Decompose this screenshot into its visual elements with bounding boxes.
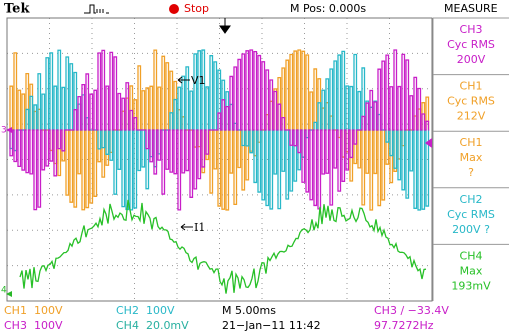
- measure-value: ?: [468, 166, 474, 179]
- frequency: 97.7272Hz: [374, 319, 434, 332]
- measure-type: Max: [460, 151, 483, 164]
- measure-type: Cyc RMS: [447, 38, 495, 51]
- ch3-marker: 3: [1, 126, 7, 136]
- measure-source: CH1: [460, 136, 483, 149]
- measure-source: CH3: [460, 23, 483, 36]
- measure-type: Cyc RMS: [447, 208, 495, 221]
- brand: Tek: [4, 2, 30, 17]
- measure-value: 200V: [457, 53, 486, 66]
- horizontal-position: M Pos: 0.000s: [290, 2, 366, 15]
- current-label: I1: [194, 221, 205, 234]
- oscilloscope-screen: Tek Stop M Pos: 0.000s MEASURE 3 4 V1 I1…: [0, 0, 509, 332]
- measure-value: 193mV: [451, 279, 491, 292]
- timebase: M 5.00ms: [222, 304, 276, 317]
- ch1-scale: CH1 100V: [4, 304, 63, 317]
- measure-source: CH1: [460, 80, 483, 93]
- measure-value: 212V: [457, 110, 486, 123]
- trigger-setting: CH3 ∕ −33.4V: [374, 304, 449, 317]
- voltage-label: V1: [191, 74, 206, 87]
- run-state: Stop: [184, 2, 209, 15]
- measure-value: 200V ?: [452, 223, 490, 236]
- stop-indicator: [169, 4, 179, 14]
- ch3-scale: CH3 100V: [4, 319, 63, 332]
- menu-title: MEASURE: [444, 2, 498, 15]
- measure-source: CH2: [460, 193, 483, 206]
- ch2-scale: CH2 100V: [116, 304, 175, 317]
- measure-source: CH4: [460, 249, 483, 262]
- measure-type: Cyc RMS: [447, 95, 495, 108]
- date-time: 21−Jan−11 11:42: [222, 319, 321, 332]
- ch4-scale: CH4 20.0mV: [116, 319, 189, 332]
- measure-type: Max: [460, 264, 483, 277]
